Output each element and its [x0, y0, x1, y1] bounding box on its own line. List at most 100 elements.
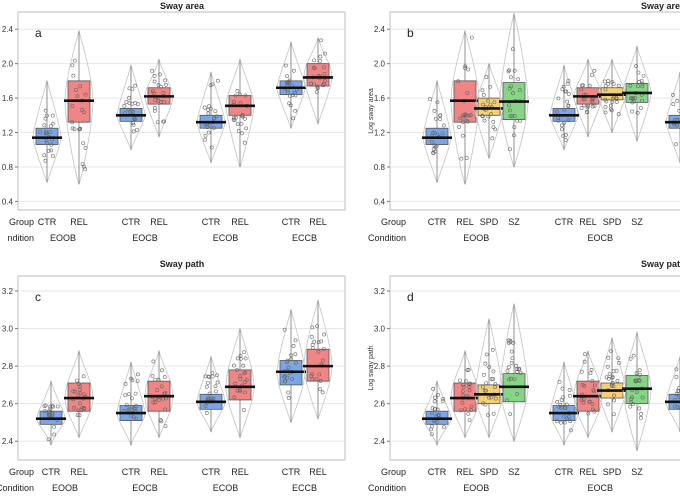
sample-point [566, 104, 571, 109]
sample-point [48, 404, 53, 409]
sample-point [585, 110, 590, 115]
sample-point [492, 100, 497, 105]
box-ctr [276, 308, 306, 424]
sample-point [42, 409, 47, 413]
sample-point [80, 162, 85, 166]
group-label: REL [231, 467, 249, 477]
sample-point [489, 395, 494, 400]
sample-point [460, 389, 465, 394]
box-sz [499, 302, 529, 443]
sample-point [130, 405, 135, 410]
panel-label: d [407, 290, 414, 304]
box-rel [450, 29, 480, 186]
box-ctr [276, 40, 306, 130]
sample-point [130, 378, 135, 383]
sample-point [310, 342, 315, 347]
sample-point [209, 396, 214, 401]
sample-point [587, 400, 592, 404]
sample-point [46, 437, 51, 442]
box-ctr [116, 63, 146, 152]
sample-point [512, 125, 517, 129]
sample-point [207, 375, 212, 379]
sample-point [630, 109, 634, 114]
sample-point [135, 127, 139, 132]
sample-point [435, 100, 440, 105]
sample-point [213, 109, 218, 113]
panel-title: Sway are [641, 1, 680, 11]
sample-point [75, 378, 79, 383]
sample-point [467, 384, 472, 389]
box-rel [303, 36, 333, 126]
sample-point [283, 379, 288, 384]
sample-point [634, 64, 638, 68]
sample-point [293, 352, 298, 357]
sample-point [463, 64, 468, 69]
group-label: CTR [428, 467, 447, 477]
condition-label: EOOB [463, 233, 489, 243]
sample-point [124, 99, 129, 104]
sample-point [285, 360, 289, 365]
sample-point [70, 104, 75, 108]
sample-point [638, 106, 643, 110]
sample-point [482, 118, 487, 123]
sample-point [312, 58, 317, 63]
sample-point [463, 113, 467, 118]
sample-point [70, 120, 75, 125]
sample-point [509, 349, 514, 354]
box-rel [64, 349, 94, 439]
group-label: REL [309, 217, 327, 227]
sample-point [557, 404, 562, 409]
sample-point [83, 167, 88, 172]
sample-point [611, 384, 616, 389]
violin-outline [276, 308, 306, 424]
sample-point [517, 367, 522, 371]
sample-point [211, 396, 216, 401]
y-tick-label: 1.6 [374, 94, 386, 103]
sample-point [592, 383, 597, 388]
sample-point [430, 406, 435, 411]
sample-point [507, 103, 511, 108]
sample-point [641, 73, 646, 78]
sample-point [606, 82, 611, 86]
sample-point [240, 131, 244, 136]
sample-point [215, 78, 220, 83]
sample-point [460, 133, 465, 138]
sample-point [483, 388, 488, 393]
sample-point [231, 115, 236, 120]
sample-point [312, 66, 317, 71]
sample-point [153, 400, 158, 405]
sample-point [158, 418, 163, 422]
sample-point [440, 399, 445, 404]
sample-point [431, 147, 436, 151]
sample-point [429, 432, 434, 437]
group-label: REL [231, 217, 249, 227]
iqr-box [228, 369, 252, 401]
sample-point [637, 379, 642, 383]
sample-point [510, 47, 515, 52]
panel-c: 2.4 2.6 2.8 3.0 3.2 Sway path c Group Condition C… [0, 259, 346, 493]
y-axis-label: Log sway area [368, 88, 375, 134]
sample-point [318, 59, 323, 63]
sample-point [629, 96, 633, 101]
sample-point [438, 117, 443, 122]
sample-point [491, 377, 496, 382]
group-label: CTR [202, 467, 221, 477]
sample-point [566, 118, 571, 123]
sample-point [592, 68, 597, 73]
sample-point [242, 140, 247, 145]
sample-point [634, 371, 639, 376]
sample-point [235, 122, 240, 127]
plot-frame [389, 11, 680, 211]
sample-point [158, 72, 162, 77]
sample-point [466, 67, 471, 72]
group-label: CTR [122, 217, 141, 227]
sample-point [55, 404, 60, 409]
sample-point [610, 375, 615, 380]
sample-point [131, 415, 136, 420]
sample-point [50, 411, 55, 416]
group-label: REL [579, 217, 597, 227]
sample-point [71, 389, 76, 394]
sample-point [51, 154, 55, 159]
sample-point [579, 106, 584, 110]
condition-label: EOOB [463, 483, 489, 493]
